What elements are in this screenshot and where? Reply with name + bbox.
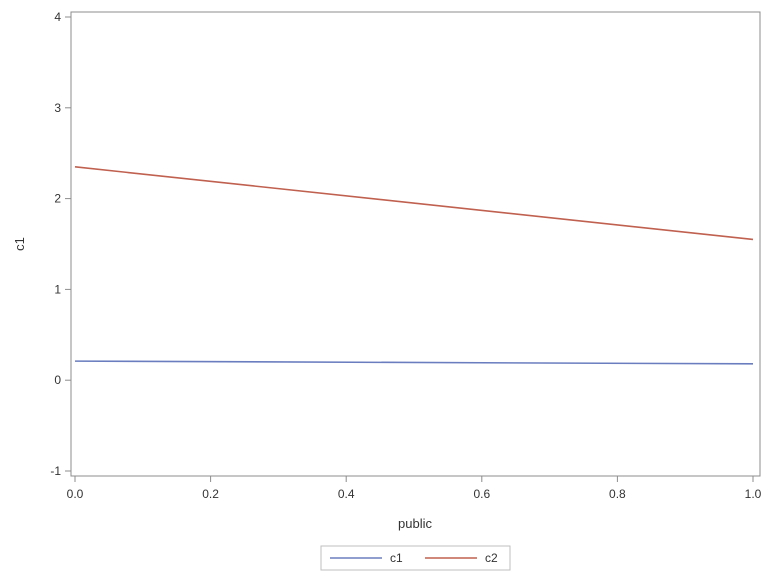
x-tick-label: 0.4 [338,487,355,501]
y-axis: -1 0 1 2 3 4 [50,10,71,478]
x-tick-label: 0.8 [609,487,626,501]
plot-frame [70,11,761,477]
x-tick-label: 0.2 [202,487,219,501]
legend-label-c2: c2 [485,551,498,565]
x-axis-title: public [398,516,432,531]
y-tick-label: 1 [54,282,61,296]
series-line-c2 [74,166,754,241]
y-tick-label: 2 [54,192,61,206]
x-tick-label: 1.0 [745,487,762,501]
y-tick-label: 4 [54,10,61,24]
y-tick-label: 0 [54,373,61,387]
legend: c1 c2 [320,545,511,571]
series-lines [74,166,754,365]
series-line-c1 [74,360,754,365]
y-tick-label: 3 [54,101,61,115]
x-tick-label: 0.6 [473,487,490,501]
y-tick-label: -1 [50,464,61,478]
legend-label-c1: c1 [390,551,403,565]
x-tick-label: 0.0 [67,487,84,501]
y-axis-title: c1 [12,237,27,251]
x-axis: 0.0 0.2 0.4 0.6 0.8 1.0 [67,476,762,501]
